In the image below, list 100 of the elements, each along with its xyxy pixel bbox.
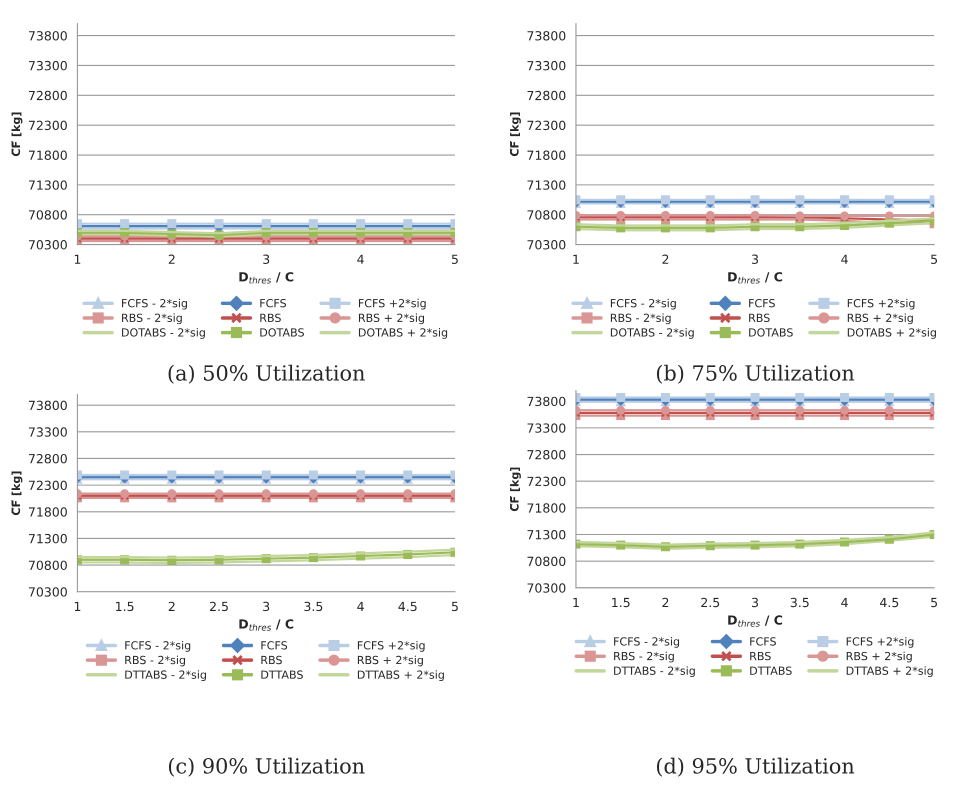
y-tick-label: 73300 [28,427,67,437]
y-tick-label: 72800 [527,450,566,460]
legend-label: RBS [750,652,771,660]
legend-label: FCFS +2*sig [846,637,914,648]
legend-label: DTTABS + 2*sig [846,666,933,678]
legend-label: DOTABS - 2*sig [122,328,205,339]
x-tick-label: 2 [662,254,668,264]
y-tick-label: 70800 [28,560,67,570]
text: (a) 50% Utilization [168,364,365,384]
x-tick-label: 4 [841,598,848,608]
y-axis-title: C̅F̅ [kg] [510,112,521,156]
x-tick-label: 3.5 [790,598,809,608]
legend-label: FCFS +2*sig [358,640,425,652]
y-tick-label: 72300 [28,480,67,490]
y-tick-label: 71800 [28,507,67,517]
legend-label: FCFS - 2*sig [614,637,680,648]
y-tick-label: 73300 [28,60,67,70]
legend-label: FCFS [750,637,776,646]
y-tick-label: 70800 [527,210,566,220]
legend-label: RBS - 2*sig [614,652,674,662]
legend-label: FCFS - 2*sig [610,298,676,310]
legend-label: FCFS - 2*sig [122,298,187,310]
x-tick-label: 3 [752,598,758,608]
legend-label: RBS - 2*sig [125,656,186,666]
legend-label: RBS [260,314,281,322]
y-tick-label: 72300 [28,120,67,130]
x-tick-label: 1 [74,602,80,611]
legend-label: RBS [261,656,282,664]
legend-label: FCFS [260,298,286,308]
y-tick-label: 73800 [28,400,67,410]
y-tick-label: 71800 [527,150,566,160]
legend-label: DOTABS + 2*sig [358,328,448,339]
y-tick-label: 71300 [28,180,67,190]
legend-label: FCFS [261,641,288,650]
x-tick-label: 3 [263,254,270,264]
legend-label: DTTABS [750,666,792,675]
legend-label: RBS + 2*sig [846,652,912,662]
y-tick-label: 72300 [527,476,566,486]
legend-label: RBS [749,314,770,322]
x-tick-label: 1 [573,254,579,264]
x-tick-label: 1 [573,598,579,608]
y-tick-label: 71800 [527,503,566,513]
text: (c) 90% Utilization [168,758,365,777]
y-tick-label: 71300 [527,530,566,540]
x-tick-label: 1.5 [612,598,630,608]
x-tick-label: 2 [168,254,175,264]
y-tick-label: 70300 [527,240,566,250]
legend-label: RBS + 2*sig [848,313,913,324]
legend-label: RBS + 2*sig [358,656,423,666]
x-tick-label: 4.5 [880,598,898,608]
y-tick-label: 73800 [28,31,67,41]
y-tick-label: 73800 [527,396,566,406]
legend-label: DOTABS [749,328,793,337]
legend-label: DTTABS - 2*sig [614,666,695,678]
y-tick-label: 72800 [28,454,67,464]
x-tick-label: 5 [452,602,458,612]
y-axis-title: C̅F̅ [kg] [12,472,22,516]
x-tick-label: 2 [168,602,175,611]
legend-label: DTTABS [261,670,303,679]
x-axis-title: D$_{thres}$ / C [728,272,782,284]
legend-label: DOTABS [260,328,304,337]
y-tick-label: 73300 [527,60,566,70]
legend-label: DTTABS - 2*sig [125,670,206,681]
x-axis-title: D$_{thres}$ / C [239,619,294,631]
y-axis-title: C̅F̅ [kg] [510,468,521,512]
x-tick-label: 5 [931,254,938,264]
x-tick-label: 1.5 [116,602,134,612]
y-tick-label: 70800 [28,210,67,220]
y-tick-label: 73300 [527,423,566,433]
x-tick-label: 1 [74,254,80,264]
x-axis-title: D$_{thres}$ / C [728,615,782,627]
y-tick-label: 72800 [527,90,566,100]
y-tick-label: 70300 [527,583,566,593]
x-tick-label: 3 [752,254,758,264]
y-tick-label: 70800 [527,556,566,566]
x-tick-label: 2 [662,598,668,608]
x-tick-label: 2.5 [210,602,228,612]
legend-label: RBS - 2*sig [610,313,671,324]
y-axis-title: C̅F̅ [kg] [12,112,22,156]
y-tick-label: 71300 [28,534,67,544]
y-tick-label: 73800 [527,31,566,41]
x-tick-label: 3.5 [304,602,322,612]
legend-label: RBS + 2*sig [358,313,424,324]
x-axis-title: D$_{thres}$ / C [239,272,294,284]
legend-label: FCFS +2*sig [848,298,914,310]
y-tick-label: 72800 [28,90,67,100]
legend-label: FCFS [749,298,775,308]
legend-label: FCFS +2*sig [358,298,426,310]
text: (d) 95% Utilization [656,758,854,777]
x-tick-label: 3 [263,602,270,612]
y-tick-label: 70300 [28,587,67,597]
x-tick-label: 4 [357,254,364,264]
y-tick-label: 71800 [28,150,67,160]
x-tick-label: 4 [841,254,848,264]
legend-label: FCFS - 2*sig [125,640,190,652]
x-tick-label: 5 [452,254,458,264]
x-tick-label: 2.5 [701,598,720,608]
y-tick-label: 72300 [527,120,566,130]
legend-label: DOTABS + 2*sig [848,328,936,339]
x-tick-label: 5 [931,598,938,608]
